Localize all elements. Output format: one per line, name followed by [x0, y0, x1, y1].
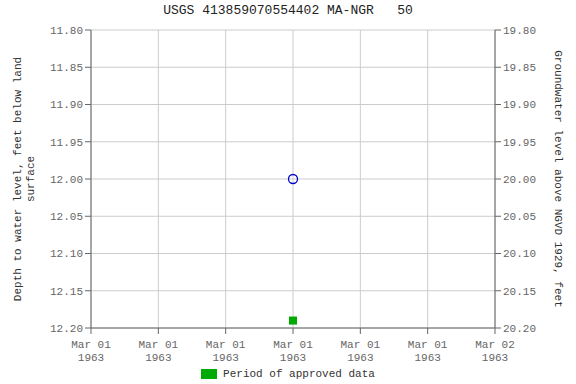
- svg-text:20.20: 20.20: [503, 323, 536, 335]
- svg-text:Mar 011963: Mar 011963: [408, 339, 448, 364]
- svg-text:11.80: 11.80: [50, 25, 83, 37]
- svg-text:12.10: 12.10: [50, 248, 83, 260]
- svg-text:19.95: 19.95: [503, 137, 536, 149]
- svg-text:12.20: 12.20: [50, 323, 83, 335]
- svg-text:11.90: 11.90: [50, 99, 83, 111]
- svg-text:12.15: 12.15: [50, 286, 83, 298]
- svg-text:12.05: 12.05: [50, 211, 83, 223]
- svg-text:Mar 011963: Mar 011963: [341, 339, 381, 364]
- svg-text:11.85: 11.85: [50, 62, 83, 74]
- svg-text:Groundwater level above NGVD 1: Groundwater level above NGVD 1929, feet: [552, 50, 564, 307]
- svg-text:20.00: 20.00: [503, 174, 536, 186]
- svg-text:19.90: 19.90: [503, 99, 536, 111]
- svg-text:20.15: 20.15: [503, 286, 536, 298]
- svg-text:19.85: 19.85: [503, 62, 536, 74]
- svg-text:Mar 011963: Mar 011963: [71, 339, 111, 364]
- svg-text:surface: surface: [25, 156, 37, 202]
- html-text:USGS 413859070554402 MA-NGR 50: USGS 413859070554402 MA-NGR 50: [163, 3, 413, 18]
- svg-text:19.80: 19.80: [503, 25, 536, 37]
- svg-text:12.00: 12.00: [50, 174, 83, 186]
- svg-text:20.05: 20.05: [503, 211, 536, 223]
- svg-text:Mar 011963: Mar 011963: [206, 339, 246, 364]
- svg-text:Mar 011963: Mar 011963: [273, 339, 313, 364]
- svg-text:Mar 011963: Mar 011963: [139, 339, 179, 364]
- html-text:Period of approved data: Period of approved data: [223, 368, 375, 380]
- svg-text:11.95: 11.95: [50, 137, 83, 149]
- svg-text:20.10: 20.10: [503, 248, 536, 260]
- svg-text:Depth to water level, feet bel: Depth to water level, feet below land: [12, 57, 24, 301]
- svg-text:Mar 021963: Mar 021963: [475, 339, 515, 364]
